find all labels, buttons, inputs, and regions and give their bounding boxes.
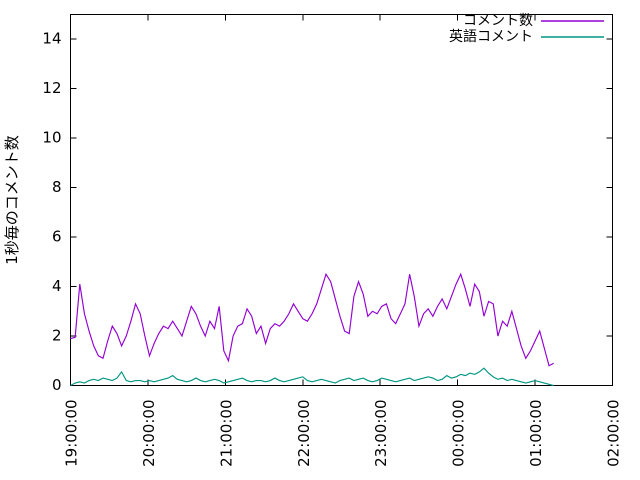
x-tick-label: 02:00:00 [605,400,623,467]
series-line-comment-count [70,272,554,367]
y-tick-label: 8 [52,178,62,196]
x-tick-label: 00:00:00 [450,400,468,467]
y-tick-label: 4 [52,277,62,295]
y-axis-label: 1秒毎のコメント数 [3,135,21,265]
y-tick-label: 14 [42,30,61,48]
x-tick-label: 23:00:00 [372,400,390,467]
y-tick-label: 2 [52,327,62,345]
y-axis-ticks: 0 2 4 6 8 10 12 14 [42,30,613,394]
x-axis-ticks: 19:00:00 20:00:00 21:00:00 22:00:00 23:00:00… [63,14,623,467]
series-lines [70,272,554,387]
y-tick-label: 10 [42,129,61,147]
legend-label-comment-count: コメント数 [463,13,533,29]
legend-label-english-comment: 英語コメント [449,28,533,45]
x-tick-label: 20:00:00 [140,400,158,467]
series-line-english-comment [70,367,554,387]
y-tick-label: 12 [42,79,61,97]
x-tick-label: 19:00:00 [63,400,81,467]
y-tick-label: 6 [52,228,62,246]
y-axis-title: 1秒毎のコメント数 [3,135,21,265]
x-tick-label: 21:00:00 [217,400,235,467]
plot-area-border [70,14,613,386]
x-tick-label: 01:00:00 [527,400,545,467]
plot-border [70,14,613,386]
y-tick-label: 0 [52,376,62,394]
x-tick-label: 22:00:00 [295,400,313,467]
